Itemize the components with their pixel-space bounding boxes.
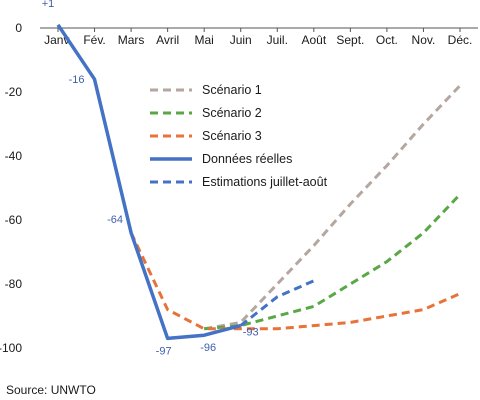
x-tick-label: Mai	[195, 33, 214, 47]
x-tick-label: Juil.	[267, 33, 288, 47]
y-tick-label: 0	[15, 21, 22, 35]
x-tick-label: Nov.	[412, 33, 436, 47]
data-label: +1	[42, 0, 55, 10]
series-line-sc-nario-3	[129, 232, 461, 331]
series-layer	[56, 23, 462, 341]
source-note: Source: UNWTO	[6, 383, 96, 397]
y-tick-label: -40	[5, 149, 23, 163]
x-tick-label: Avril	[156, 33, 179, 47]
legend: Scénario 1 Scénario 2 Scénario 3 Données ré…	[150, 83, 328, 189]
series-line-estimations-juillet-ao-t	[239, 279, 315, 327]
x-tick-label: Juin	[230, 33, 252, 47]
y-tick-label: -100	[0, 341, 22, 355]
data-label: -97	[156, 345, 172, 357]
x-tick-label: Fév.	[83, 33, 105, 47]
legend-label: Scénario 3	[202, 129, 262, 143]
x-tick-label: Mars	[118, 33, 145, 47]
x-tick-label: Août	[301, 33, 326, 47]
legend-label: Scénario 2	[202, 106, 262, 120]
data-label: -93	[243, 327, 259, 339]
data-label: -16	[69, 74, 85, 86]
axis-layer: Janv. Fév. Mars Avril Mai Juin Juil. Août Sept. O…	[0, 21, 478, 355]
series-line-donn-es-r-elles	[56, 23, 242, 341]
label-layer: +1 -16 -64 -97 -96 -93	[42, 0, 259, 357]
series-line-sc-nario-2	[204, 193, 462, 331]
y-tick-label: -60	[5, 213, 23, 227]
legend-label: Scénario 1	[202, 83, 262, 97]
y-tick-label: -20	[5, 85, 23, 99]
x-tick-label: Sept.	[336, 33, 364, 47]
series-line-sc-nario-1	[203, 84, 462, 331]
y-tick-label: -80	[5, 277, 23, 291]
legend-label: Estimations juillet-août	[202, 175, 328, 189]
data-label: -64	[107, 214, 123, 226]
legend-label: Données réelles	[202, 152, 292, 166]
x-tick-label: Oct.	[376, 33, 398, 47]
x-tick-label: Déc.	[448, 33, 473, 47]
data-label: -96	[200, 342, 216, 354]
